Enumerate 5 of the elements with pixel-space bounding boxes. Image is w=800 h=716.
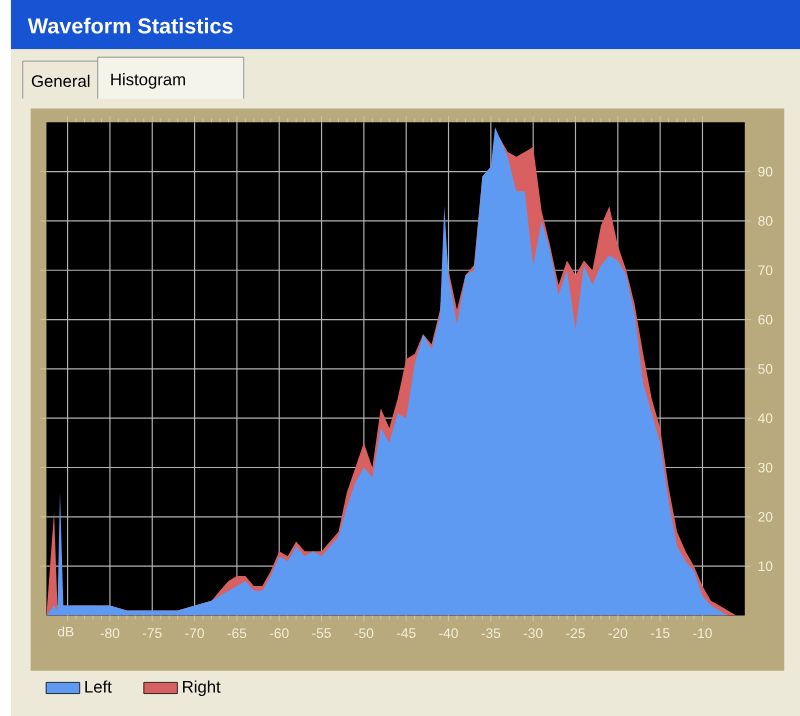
legend-label: Left [85, 680, 112, 693]
chart-title: Waveform Statistics [27, 17, 233, 34]
legend-label: Right [183, 680, 221, 696]
text: General [31, 74, 90, 87]
text: Histogram [111, 73, 185, 89]
